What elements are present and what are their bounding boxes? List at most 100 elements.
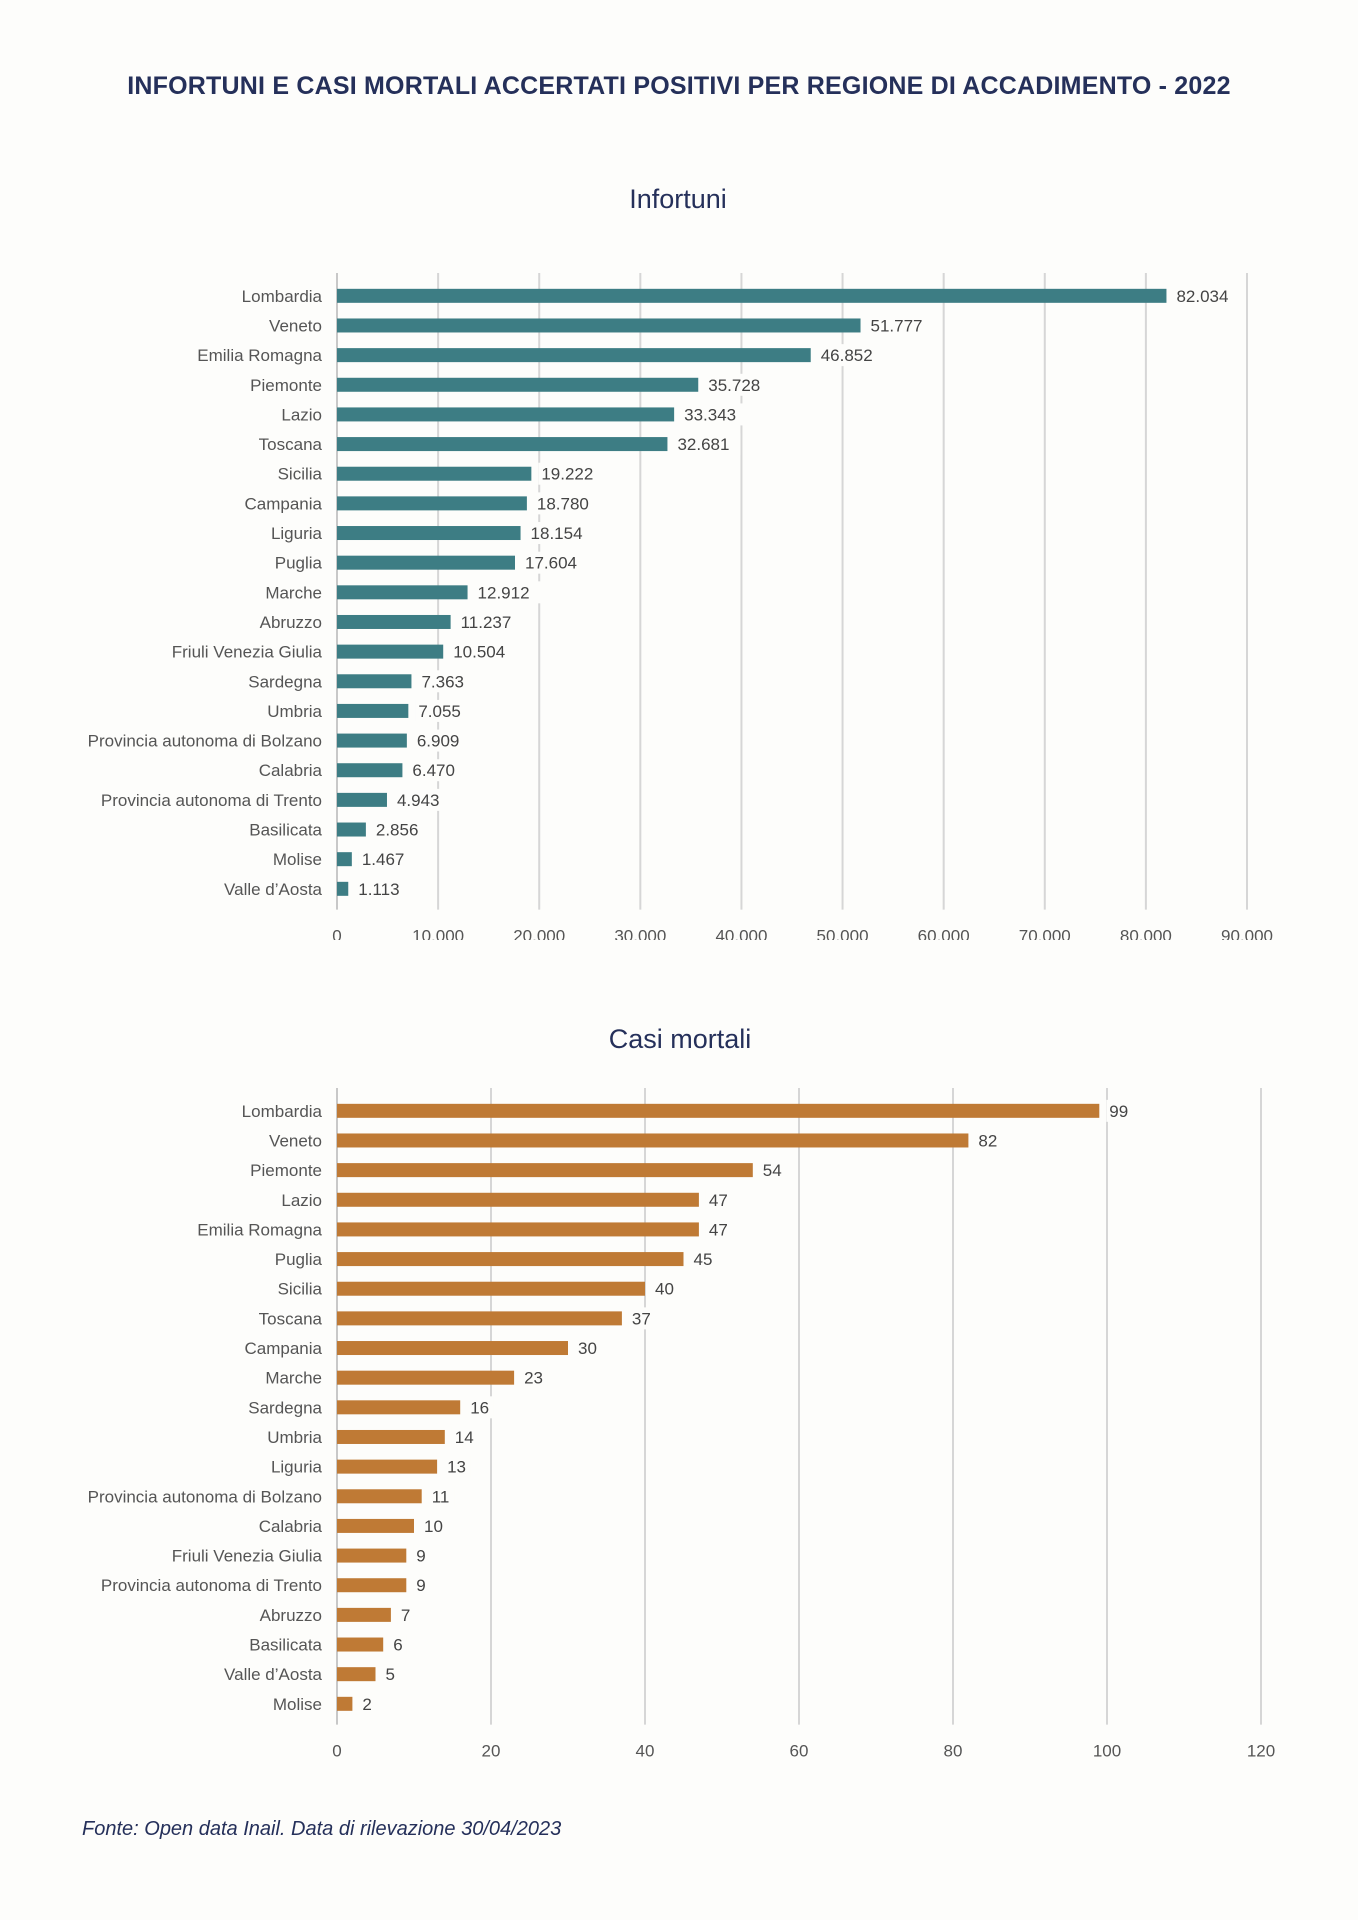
bar [337,1518,414,1533]
value-label-background [705,1218,732,1241]
value-label-background [538,462,605,485]
category-label: Sicilia [278,465,323,484]
category-label: Puglia [275,554,323,573]
category-label: Liguria [271,1458,323,1477]
bar [337,644,444,659]
value-label-background [474,581,541,604]
value-label-background [628,1307,655,1330]
x-tick-label: 100 [1093,1742,1121,1761]
value-label: 4.943 [397,791,440,810]
category-label: Marche [265,583,322,602]
bar [337,1429,445,1444]
bar [337,1607,391,1622]
category-label: Friuli Venezia Giulia [172,1547,323,1566]
value-label-background [652,1277,678,1300]
x-tick-label: 80 [944,1742,963,1761]
category-label: Toscana [259,435,323,454]
value-label: 17.604 [525,554,577,573]
bar [337,585,468,600]
category-label: Lazio [281,405,322,424]
bar [337,733,407,748]
x-tick-label: 0 [332,1742,341,1761]
category-label: Lombardia [242,1102,323,1121]
value-label-background [975,1129,1002,1152]
value-label: 37 [632,1309,651,1328]
bar [337,614,451,629]
category-label: Umbria [267,702,322,721]
value-label: 82.034 [1176,287,1228,306]
category-label: Basilicata [249,1636,322,1655]
category-label: Piemonte [250,376,322,395]
value-label: 10 [424,1517,443,1536]
value-label: 11.237 [461,613,512,632]
category-label: Puglia [275,1250,323,1269]
category-label: Provincia autonoma di Trento [101,791,322,810]
category-label: Liguria [271,524,323,543]
bar [337,407,675,422]
bar [337,852,352,867]
value-label-background [418,670,475,693]
x-tick-label: 60 [790,1742,809,1761]
x-tick-label: 50.000 [817,927,869,940]
value-label: 82 [978,1131,997,1150]
value-label-background [690,1248,717,1271]
value-label: 1.113 [358,880,399,899]
value-label-background [390,1633,407,1656]
x-tick-label: 20.000 [513,927,565,940]
x-tick-label: 70.000 [1019,927,1071,940]
value-label-background [409,759,466,782]
category-label: Valle d’Aosta [224,1665,323,1684]
bar [337,674,412,689]
bar [337,437,668,452]
value-label: 9 [416,1547,425,1566]
chart-title: Casi mortali [609,1024,752,1054]
value-label: 9 [416,1576,425,1595]
category-label: Veneto [269,1131,322,1150]
category-label: Sardegna [248,1398,322,1417]
value-label-background [674,433,741,456]
value-label-background [1173,284,1240,307]
category-label: Campania [245,1339,323,1358]
page-title: INFORTUNI E CASI MORTALI ACCERTATI POSIT… [127,72,1231,100]
value-label: 7.363 [421,672,464,691]
category-label: Campania [245,494,323,513]
category-label: Emilia Romagna [197,346,322,365]
value-label-background [575,1337,601,1360]
x-tick-label: 120 [1247,1742,1275,1761]
value-label-background [382,1663,399,1686]
value-label-background [393,788,450,811]
value-label-background [413,1574,430,1597]
bar [337,526,521,541]
category-label: Marche [265,1369,322,1388]
category-label: Sicilia [278,1280,323,1299]
value-label: 23 [524,1369,543,1388]
bar [337,1341,568,1356]
category-label: Emilia Romagna [197,1220,322,1239]
bar [337,1370,515,1385]
bar [337,1578,407,1593]
bar [337,1311,622,1326]
value-label: 7.055 [418,702,461,721]
value-label: 6 [393,1636,402,1655]
value-label: 6.909 [417,732,460,751]
value-label: 11 [432,1487,450,1506]
category-label: Veneto [269,316,322,335]
x-tick-label: 10.000 [412,927,464,940]
bar [337,822,366,837]
value-label-background [359,1692,376,1715]
bar [337,1222,699,1237]
category-label: Abruzzo [260,1606,322,1625]
value-label: 7 [401,1606,410,1625]
chart-title: Infortuni [629,184,727,214]
bar [337,1281,645,1296]
category-label: Umbria [267,1428,322,1447]
value-label-background [705,373,772,396]
category-label: Calabria [259,1517,323,1536]
value-label-background [521,551,588,574]
value-label-background [867,314,934,337]
value-label-background [521,1366,548,1389]
category-label: Lombardia [242,287,323,306]
value-label: 19.222 [541,465,593,484]
bar [337,792,387,807]
